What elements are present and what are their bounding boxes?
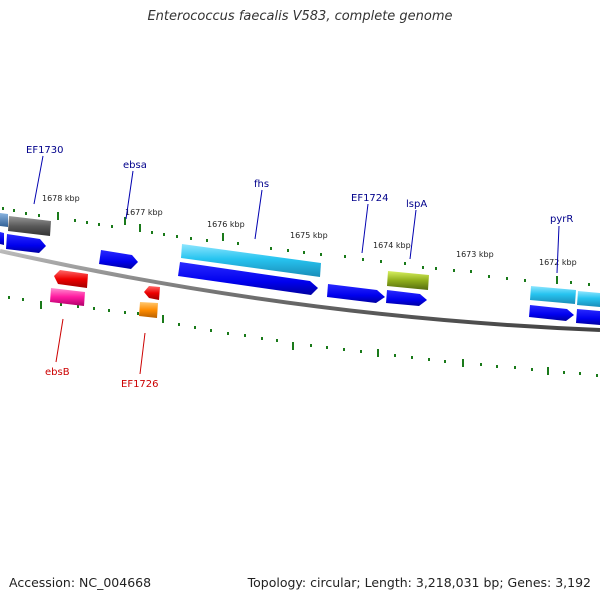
genome-backbone xyxy=(0,249,600,332)
tick-label-1675: 1675 kbp xyxy=(290,231,328,240)
tick-label-1676: 1676 kbp xyxy=(207,220,245,229)
cds-arrow-edge[interactable] xyxy=(576,309,600,325)
leader-EF1730 xyxy=(33,155,44,205)
gene-block-EF1730[interactable] xyxy=(8,216,51,236)
tick-row-outer xyxy=(2,207,590,286)
tick-label-1678: 1678 kbp xyxy=(42,194,80,203)
leader-ebsB xyxy=(55,318,64,363)
leader-fhs xyxy=(254,189,263,240)
topology-text: Topology: circular; Length: 3,218,031 bp… xyxy=(247,575,591,590)
gene-label-EF1726[interactable]: EF1726 xyxy=(121,379,159,390)
tick-label-1673: 1673 kbp xyxy=(456,250,494,259)
gene-block-cyan-edge[interactable] xyxy=(577,291,600,307)
gene-label-EF1730[interactable]: EF1730 xyxy=(26,145,64,156)
cds-arrow-EF1724[interactable] xyxy=(327,284,385,303)
cds-arrow-ebsB[interactable] xyxy=(54,270,88,288)
leader-EF1724 xyxy=(361,203,369,254)
gene-label-fhs[interactable]: fhs xyxy=(254,179,269,190)
gene-block-steel[interactable] xyxy=(0,213,8,227)
cds-arrow-2[interactable] xyxy=(6,234,46,253)
tick-label-1674: 1674 kbp xyxy=(373,241,411,250)
gene-block-ebsB[interactable] xyxy=(50,288,85,306)
feature-row-upper xyxy=(0,213,600,307)
cds-arrow-EF1726[interactable] xyxy=(144,286,160,300)
cds-arrow-lspA[interactable] xyxy=(386,290,427,306)
cds-arrow-pyrR[interactable] xyxy=(529,305,574,321)
cds-arrow-fhs[interactable] xyxy=(178,262,318,295)
gene-block-EF1726[interactable] xyxy=(139,302,158,318)
cds-row-forward xyxy=(0,232,600,325)
leader-EF1726 xyxy=(139,332,146,375)
gene-label-EF1724[interactable]: EF1724 xyxy=(351,193,389,204)
tick-row-inner xyxy=(8,296,598,377)
gene-label-pyrR[interactable]: pyrR xyxy=(550,214,573,225)
cds-arrow-1[interactable] xyxy=(0,232,4,245)
map-title: Enterococcus faecalis V583, complete gen… xyxy=(147,9,453,24)
leader-ebsa xyxy=(125,170,134,220)
gene-label-ebsa[interactable]: ebsa xyxy=(123,160,147,171)
accession-text: Accession: NC_004668 xyxy=(9,575,152,590)
tick-label-1677: 1677 kbp xyxy=(125,208,163,217)
leader-lspA xyxy=(409,209,417,260)
gene-label-lspA[interactable]: lspA xyxy=(406,199,427,210)
gene-label-ebsB[interactable]: ebsB xyxy=(45,367,70,378)
leader-pyrR xyxy=(556,225,560,274)
gene-block-fhs[interactable] xyxy=(181,244,321,277)
gene-block-lspA[interactable] xyxy=(387,271,429,290)
cds-arrow-ebsa[interactable] xyxy=(99,250,138,269)
feature-row-reverse xyxy=(50,270,160,318)
gene-block-pyrR[interactable] xyxy=(530,286,576,304)
